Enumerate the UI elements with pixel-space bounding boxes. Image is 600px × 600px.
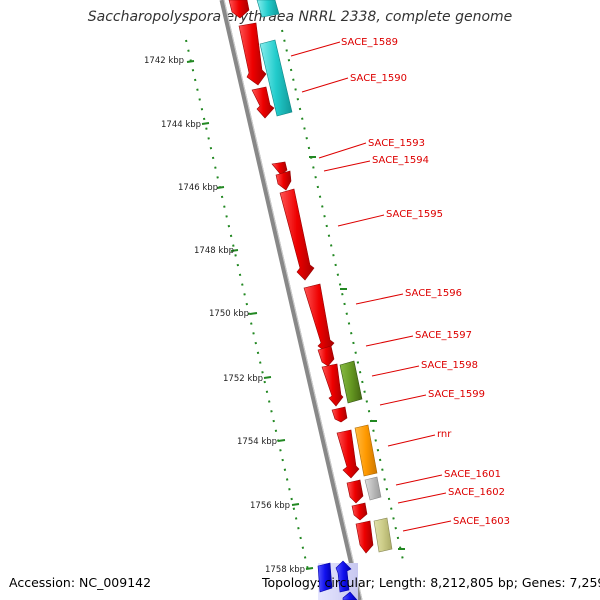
label-leaders xyxy=(290,41,452,532)
inner-ticks xyxy=(309,156,405,550)
genome-backbone-highlight xyxy=(223,0,363,600)
leader-line xyxy=(365,335,414,347)
gene-arrow xyxy=(275,170,292,191)
leader-line xyxy=(355,293,404,305)
scale-tick xyxy=(216,186,225,189)
leader-line xyxy=(323,160,371,172)
scale-tick xyxy=(305,567,314,570)
scale-tick xyxy=(263,376,272,379)
scale-label-1758: 1758 kbp xyxy=(265,565,305,575)
scale-ticks xyxy=(186,60,314,570)
khaki-gene xyxy=(373,517,393,553)
scale-tick xyxy=(230,249,239,252)
scale-tick xyxy=(291,503,300,506)
gene-label-sace-1601: SACE_1601 xyxy=(444,469,501,480)
leader-line xyxy=(301,77,349,93)
gene-label-sace-1595: SACE_1595 xyxy=(386,209,443,220)
gene-arrow xyxy=(351,502,368,521)
scale-label-1742: 1742 kbp xyxy=(144,56,184,66)
leader-line xyxy=(402,520,452,532)
gene-arrow xyxy=(251,86,275,119)
scale-label-1744: 1744 kbp xyxy=(161,120,201,130)
scale-label-1754: 1754 kbp xyxy=(237,437,277,447)
gene-arrow xyxy=(271,161,288,176)
cyan-gene-top xyxy=(256,0,280,18)
leader-line xyxy=(318,142,367,159)
gene-label-sace-1602: SACE_1602 xyxy=(448,487,505,498)
leader-line xyxy=(395,474,443,486)
gene-label-sace-1590: SACE_1590 xyxy=(350,73,407,84)
gene-arrow xyxy=(228,0,250,19)
scale-label-1748: 1748 kbp xyxy=(194,246,234,256)
map-title: Saccharopolyspora erythraea NRRL 2338, c… xyxy=(87,9,513,25)
gene-label-sace-1599: SACE_1599 xyxy=(428,389,485,400)
scale-tick xyxy=(277,439,286,442)
leader-line xyxy=(387,434,436,447)
gene-arrow xyxy=(303,283,335,353)
gene-label-sace-1594: SACE_1594 xyxy=(372,155,429,166)
accession-text: Accession: NC_009142 xyxy=(9,575,152,590)
scale-label-1750: 1750 kbp xyxy=(209,309,249,319)
genome-backbone xyxy=(219,0,363,600)
gray-gene xyxy=(364,476,382,501)
gene-label-rnr: rnr xyxy=(437,429,452,440)
scale-label-1752: 1752 kbp xyxy=(223,374,263,384)
gene-arrow xyxy=(346,479,364,504)
gene-label-sace-1589: SACE_1589 xyxy=(341,37,398,48)
cyan-gene xyxy=(259,39,293,117)
inner-ring xyxy=(281,29,404,561)
scale-tick xyxy=(249,312,258,315)
leader-line xyxy=(371,365,420,377)
blue-gene xyxy=(335,560,352,593)
gene-arrow xyxy=(238,22,267,86)
green-gene xyxy=(339,360,363,404)
gene-label-sace-1598: SACE_1598 xyxy=(421,360,478,371)
gene-label-sace-1596: SACE_1596 xyxy=(405,288,462,299)
scale-tick xyxy=(201,122,210,125)
scale-label-1746: 1746 kbp xyxy=(178,183,218,193)
leader-line xyxy=(379,394,427,406)
gene-label-sace-1597: SACE_1597 xyxy=(415,330,472,341)
cds-genes xyxy=(228,0,374,554)
orange-gene xyxy=(354,424,378,477)
scale-label-1756: 1756 kbp xyxy=(250,501,290,511)
leader-line xyxy=(290,41,341,57)
scale-ring xyxy=(185,39,309,571)
gene-label-sace-1593: SACE_1593 xyxy=(368,138,425,149)
gene-arrow xyxy=(279,188,315,281)
blue-gene xyxy=(342,591,358,600)
gene-arrow xyxy=(355,520,374,554)
scale-tick xyxy=(186,60,195,63)
gene-arrow xyxy=(317,345,335,367)
leader-line xyxy=(397,492,447,504)
gene-arrow xyxy=(331,406,348,423)
gene-label-sace-1603: SACE_1603 xyxy=(453,516,510,527)
gene-arrow xyxy=(336,429,360,479)
gene-arrow xyxy=(321,363,344,407)
genome-stats-text: Topology: circular; Length: 8,212,805 bp… xyxy=(262,575,600,590)
blue-gene xyxy=(317,562,333,593)
leader-line xyxy=(337,214,385,227)
